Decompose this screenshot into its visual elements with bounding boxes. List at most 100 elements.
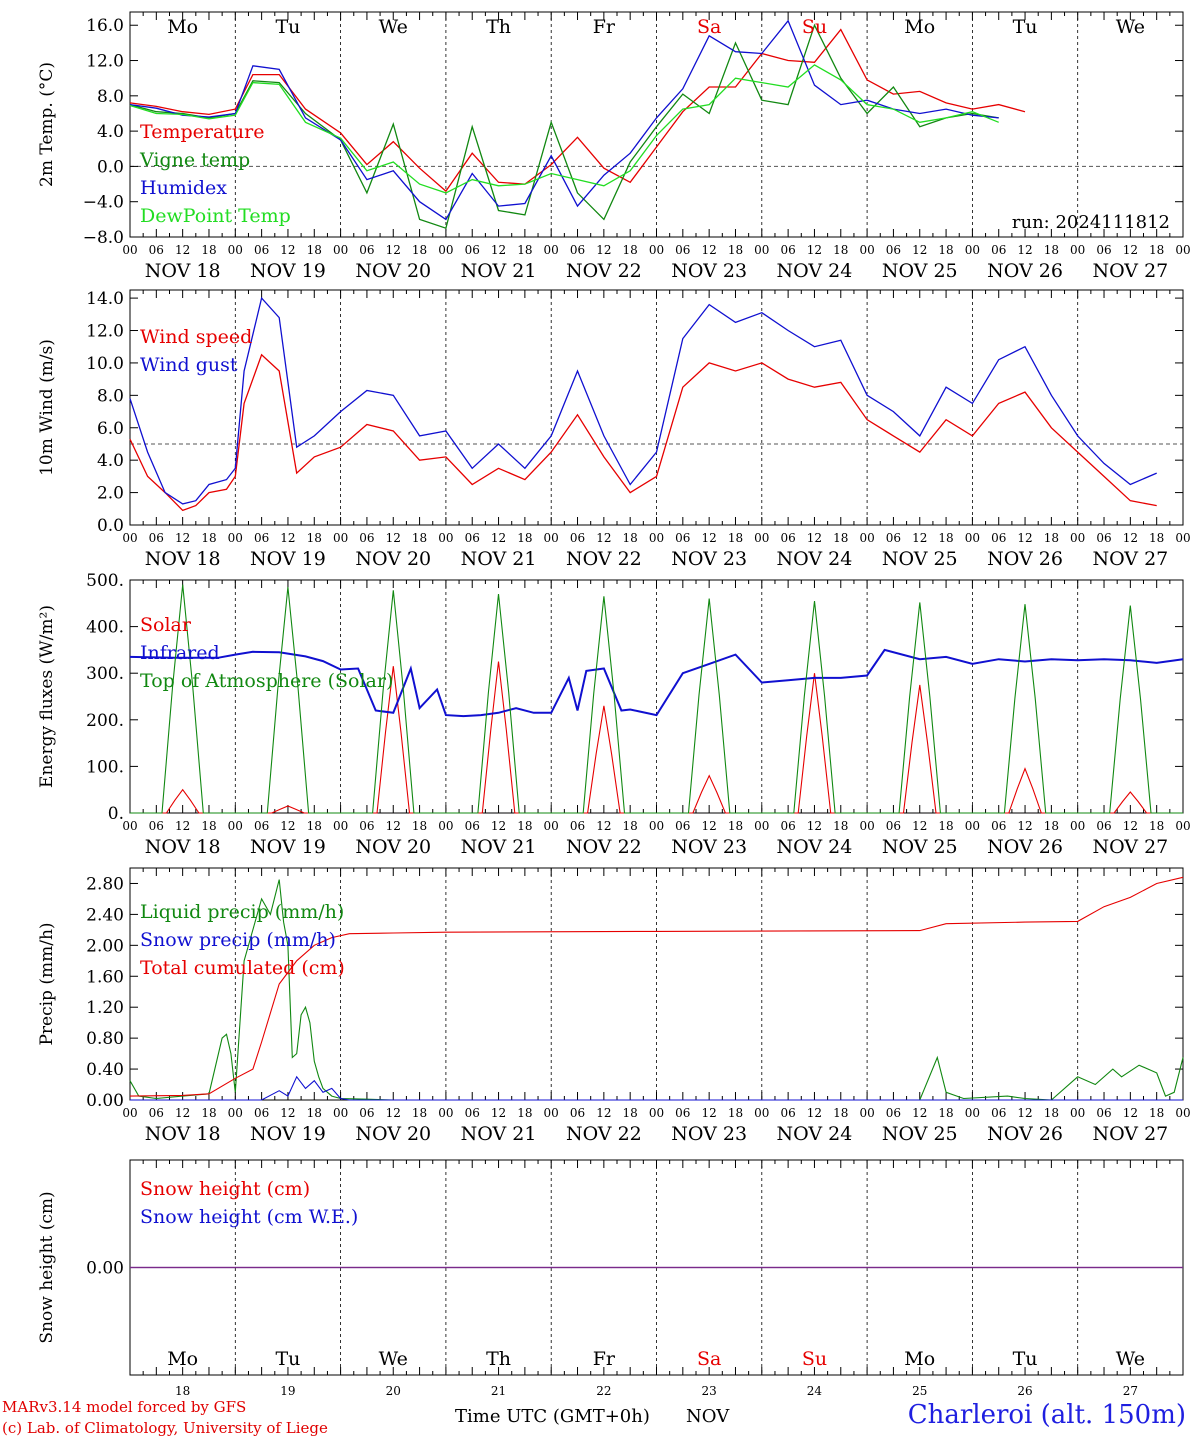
- x-axis-title: Time UTC (GMT+0h): [455, 1406, 650, 1427]
- hour-tick-label: 00: [122, 819, 137, 833]
- date-label: NOV 21: [461, 260, 537, 282]
- hour-tick-label: 12: [1017, 243, 1032, 257]
- hour-tick-label: 12: [491, 1106, 506, 1120]
- y-tick-label: 0.00: [86, 1091, 124, 1111]
- hour-tick-label: 06: [780, 819, 795, 833]
- hour-tick-label: 18: [201, 819, 216, 833]
- hour-tick-label: 06: [359, 531, 374, 545]
- hour-tick-label: 12: [491, 819, 506, 833]
- day-name-label: We: [1116, 1348, 1145, 1370]
- day-number-label: 27: [1123, 1384, 1138, 1395]
- series-line-top-of-atmosphere-solar-: [130, 584, 1183, 814]
- date-label: NOV 23: [671, 836, 747, 858]
- legend-entry: Solar: [140, 614, 192, 636]
- y-tick-label: 0.40: [86, 1060, 124, 1080]
- legend-entry: Wind speed: [140, 326, 252, 348]
- day-number-label: 18: [175, 1384, 190, 1395]
- y-tick-label: 4.0: [97, 122, 124, 142]
- hour-tick-label: 12: [280, 243, 295, 257]
- hour-tick-label: 12: [175, 531, 190, 545]
- hour-tick-label: 00: [649, 1106, 664, 1120]
- run-annotation: run: 2024111812: [1012, 212, 1170, 233]
- day-name-label: Sa: [697, 1348, 721, 1370]
- date-label: NOV 21: [461, 548, 537, 570]
- hour-tick-label: 00: [438, 243, 453, 257]
- hour-tick-label: 12: [596, 531, 611, 545]
- date-label: NOV 25: [882, 1123, 958, 1145]
- date-label: NOV 19: [250, 260, 326, 282]
- hour-tick-label: 06: [465, 243, 480, 257]
- hour-tick-label: 18: [201, 531, 216, 545]
- hour-tick-label: 06: [359, 243, 374, 257]
- hour-tick-label: 00: [438, 531, 453, 545]
- day-number-label: 19: [280, 1384, 295, 1395]
- day-name-label: Tu: [1013, 16, 1038, 38]
- hour-tick-label: 06: [254, 1106, 269, 1120]
- hour-tick-label: 00: [754, 531, 769, 545]
- y-tick-label: 0.80: [86, 1029, 124, 1049]
- hour-tick-label: 18: [412, 531, 427, 545]
- hour-tick-label: 12: [175, 243, 190, 257]
- y-tick-label: 12.0: [86, 322, 124, 342]
- hour-tick-label: 06: [254, 531, 269, 545]
- series-line-snow-precip-mm-h-: [130, 1075, 1183, 1101]
- hour-tick-label: 06: [886, 531, 901, 545]
- hour-tick-label: 00: [859, 243, 874, 257]
- date-label: NOV 18: [145, 1123, 221, 1145]
- panel-frame: [129, 11, 1184, 238]
- hour-tick-label: 12: [596, 819, 611, 833]
- hour-tick-label: 06: [1096, 243, 1111, 257]
- y-tick-label: 1.60: [86, 967, 124, 987]
- y-tick-label: 4.0: [97, 451, 124, 471]
- hour-tick-label: 06: [149, 243, 164, 257]
- y-tick-label: 400.: [86, 618, 124, 638]
- hour-tick-label: 18: [833, 243, 848, 257]
- date-label: NOV 21: [461, 1123, 537, 1145]
- hour-tick-label: 06: [675, 531, 690, 545]
- hour-tick-label: 12: [912, 531, 927, 545]
- hour-tick-label: 00: [754, 1106, 769, 1120]
- hour-tick-label: 06: [254, 819, 269, 833]
- hour-tick-label: 12: [1123, 1106, 1138, 1120]
- date-label: NOV 25: [882, 548, 958, 570]
- panel-energy: 0. 100. 200. 300. 400. 500. Energy fluxes (W/m…: [37, 571, 1191, 858]
- hour-tick-label: 00: [965, 243, 980, 257]
- legend-entry: Total cumulated (cm): [140, 957, 345, 979]
- hour-tick-label: 12: [386, 1106, 401, 1120]
- hour-tick-label: 00: [544, 1106, 559, 1120]
- station-name: Charleroi (alt. 150m): [907, 1400, 1186, 1430]
- legend-entry: Vigne temp: [139, 149, 250, 171]
- hour-tick-label: 06: [465, 819, 480, 833]
- hour-tick-label: 06: [149, 531, 164, 545]
- hour-tick-label: 06: [465, 531, 480, 545]
- date-label: NOV 26: [987, 260, 1063, 282]
- series-line-total-cumulated-cm-: [129, 876, 1184, 1097]
- hour-tick-label: 12: [175, 1106, 190, 1120]
- date-label: NOV 25: [882, 836, 958, 858]
- hour-tick-label: 12: [702, 819, 717, 833]
- hour-tick-label: 18: [517, 819, 532, 833]
- hour-tick-label: 18: [307, 531, 322, 545]
- y-tick-label: 2.00: [86, 936, 124, 956]
- date-label: NOV 22: [566, 836, 642, 858]
- y-tick-label: 0.00: [86, 1259, 124, 1279]
- y-tick-label: 8.0: [97, 87, 124, 107]
- hour-tick-label: 12: [702, 243, 717, 257]
- y-tick-label: 100.: [86, 757, 124, 777]
- day-number-label: 23: [702, 1384, 717, 1395]
- meteogram-chart: −8.0 −4.0 0.0 4.0 8.0 12.0 16.0 2m Temp. (°C) Te…: [37, 11, 1191, 1395]
- y-tick-label: 1.20: [86, 998, 124, 1018]
- date-label: NOV 19: [250, 1123, 326, 1145]
- series-line-dewpoint-temp: [129, 64, 999, 194]
- hour-tick-label: 18: [938, 243, 953, 257]
- y-tick-label: 2.40: [86, 905, 124, 925]
- series-line-humidex: [129, 19, 999, 221]
- hour-tick-label: 12: [1123, 531, 1138, 545]
- day-name-label: Sa: [697, 16, 721, 38]
- day-number-label: 25: [912, 1384, 927, 1395]
- hour-tick-label: 18: [1044, 243, 1059, 257]
- hour-tick-label: 06: [1096, 531, 1111, 545]
- hour-tick-label: 12: [702, 1106, 717, 1120]
- hour-tick-label: 12: [807, 819, 822, 833]
- panel-temp: −8.0 −4.0 0.0 4.0 8.0 12.0 16.0 2m Temp. (°C) Te…: [37, 11, 1191, 282]
